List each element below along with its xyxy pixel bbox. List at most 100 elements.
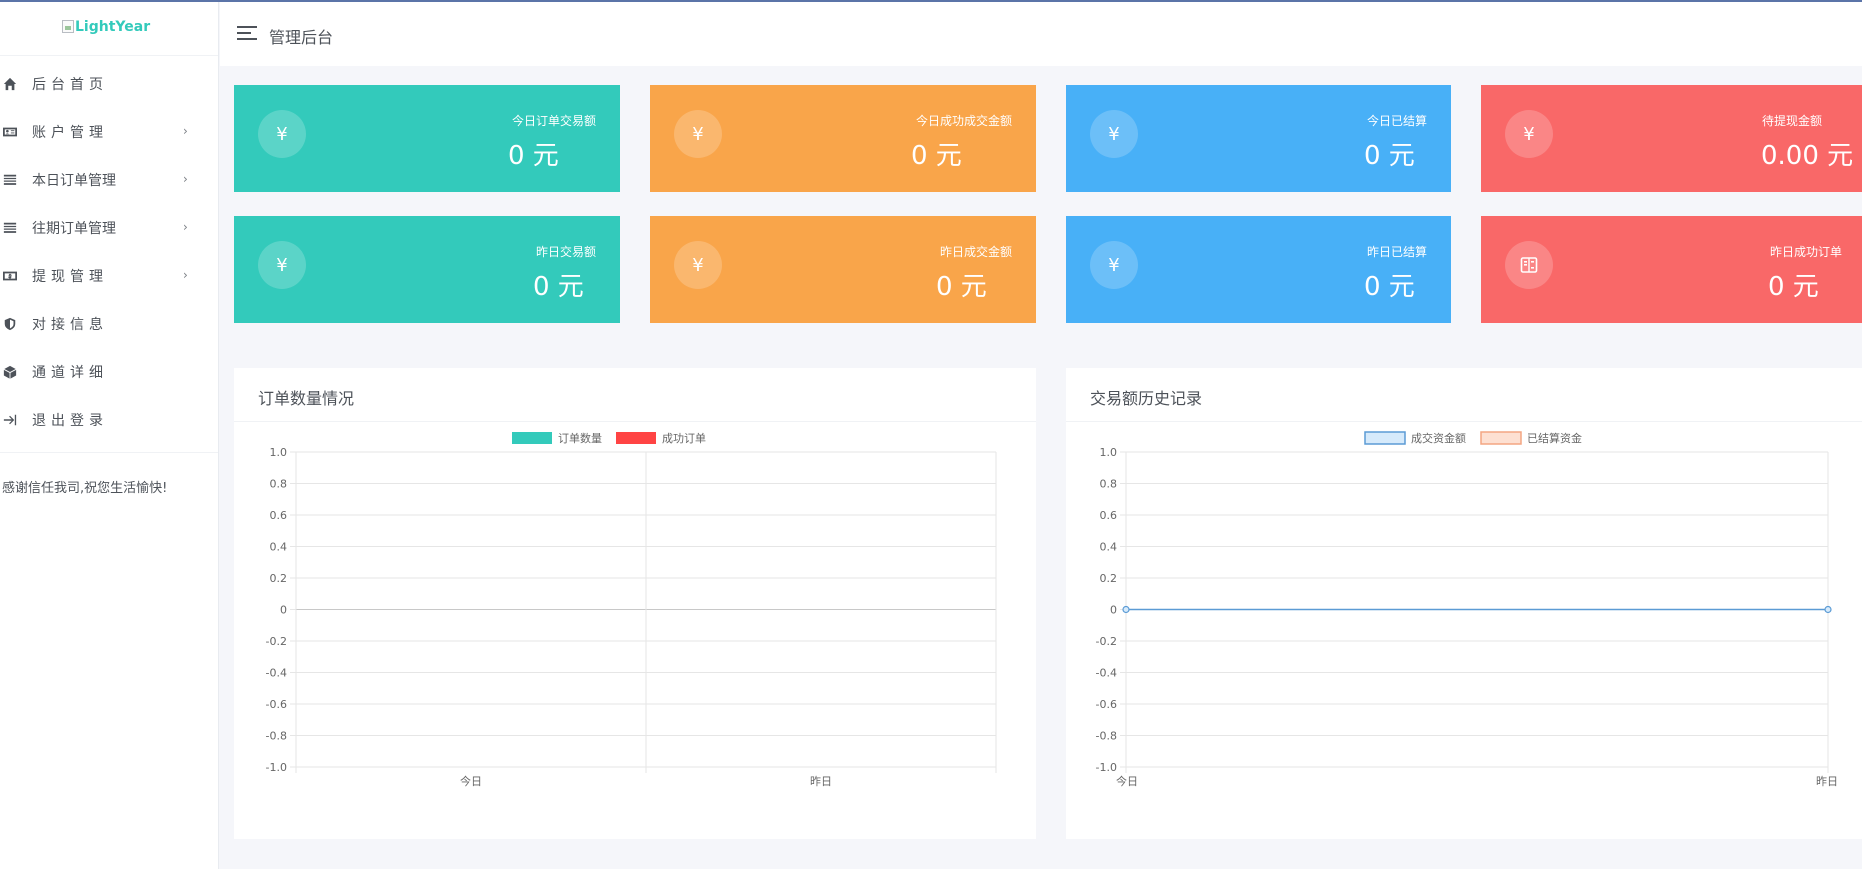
cash-icon (2, 268, 18, 284)
sidebar-nav: 后台首页 账户管理 › 本日订单管理 › 往期订单管理 › 提现管理 › 对接信… (0, 56, 218, 444)
sidebar-item-today-orders[interactable]: 本日订单管理 › (0, 156, 218, 204)
y-tick-label: 0.2 (1100, 572, 1118, 585)
stat-card-label: 今日已结算 (1366, 114, 1427, 128)
y-tick-label: -0.8 (1096, 730, 1117, 743)
y-tick-label: 0.2 (270, 572, 288, 585)
legend-swatch (616, 432, 656, 444)
stat-card-value: 0 元 (533, 272, 584, 302)
data-point (1122, 605, 1130, 614)
y-tick-label: 0 (280, 604, 287, 617)
sidebar-item-account[interactable]: 账户管理 › (0, 108, 218, 156)
sidebar-item-channel-details[interactable]: 通道详细 (0, 348, 218, 396)
yen-icon: ¥ (674, 110, 722, 158)
stat-card-label: 昨日成功订单 (1769, 245, 1842, 259)
stat-card-value: 0 元 (936, 272, 987, 302)
shield-icon (2, 316, 18, 332)
sidebar-item-label: 往期订单管理 (32, 221, 116, 237)
stat-card-pending-withdraw: ¥ 待提现金额 0.00 元 (1481, 85, 1862, 192)
stat-card-value: 0 元 (1364, 141, 1415, 171)
stat-card-value: 0 元 (911, 141, 962, 171)
sidebar-item-label: 退出登录 (32, 413, 108, 429)
sidebar-item-past-orders[interactable]: 往期订单管理 › (0, 204, 218, 252)
sidebar-item-label: 账户管理 (32, 125, 108, 141)
yen-icon: ¥ (1090, 110, 1138, 158)
y-tick-label: 0.4 (1100, 541, 1118, 554)
chevron-right-icon: › (183, 172, 188, 186)
x-tick-label: 昨日 (810, 775, 832, 788)
order-count-panel: 订单数量情况 1.0 0.8 0.6 0.4 0.2 0 -0.2 -0.4 -0.6 -0.8 -… (234, 368, 1036, 839)
list-icon (2, 220, 18, 236)
panel-title: 订单数量情况 (234, 368, 1036, 422)
receipt-icon (1505, 241, 1553, 289)
y-tick-label: -0.2 (1096, 635, 1117, 648)
logout-icon (2, 412, 18, 428)
sidebar-item-integration-info[interactable]: 对接信息 (0, 300, 218, 348)
y-tick-label: -0.4 (1096, 667, 1117, 680)
chevron-right-icon: › (183, 268, 188, 282)
sidebar-item-withdraw[interactable]: 提现管理 › (0, 252, 218, 300)
yen-icon: ¥ (258, 110, 306, 158)
legend-swatch (512, 432, 552, 444)
sidebar-item-logout[interactable]: 退出登录 (0, 396, 218, 444)
transaction-history-chart: 1.0 0.8 0.6 0.4 0.2 0 -0.2 -0.4 -0.6 -0.8 -1.0今日 昨日… (1096, 431, 1838, 788)
stat-card-today-order-amount: ¥ 今日订单交易额 0 元 (234, 85, 620, 192)
cube-icon (2, 364, 18, 380)
x-tick-label: 今日 (460, 774, 482, 788)
y-tick-label: 0.8 (1100, 478, 1118, 491)
stat-card-yesterday-settled: ¥ 昨日已结算 0 元 (1066, 216, 1451, 323)
broken-image-icon (62, 20, 74, 33)
stat-card-value: 0 元 (508, 141, 559, 171)
stat-card-label: 今日成功成交金额 (915, 114, 1012, 128)
hamburger-icon[interactable] (237, 26, 257, 40)
logo[interactable]: LightYear (0, 2, 218, 56)
stat-card-label: 昨日成交金额 (939, 245, 1012, 259)
top-header: 管理后台 (220, 2, 1862, 66)
sidebar-item-dashboard[interactable]: 后台首页 (0, 60, 218, 108)
y-tick-label: 1.0 (1100, 446, 1118, 459)
y-tick-label: 0.4 (270, 541, 288, 554)
stat-card-yesterday-amount: ¥ 昨日交易额 0 元 (234, 216, 620, 323)
y-tick-label: 0 (1110, 604, 1117, 617)
top-accent-line (0, 0, 1862, 2)
y-tick-label: 1.0 (270, 446, 288, 459)
chevron-right-icon: › (183, 124, 188, 138)
legend-swatch (1364, 431, 1406, 445)
y-tick-label: 0.6 (1100, 509, 1118, 522)
sidebar-item-label: 通道详细 (32, 365, 108, 381)
stat-card-yesterday-success-amount: ¥ 昨日成交金额 0 元 (650, 216, 1036, 323)
stat-card-value: 0 元 (1768, 272, 1819, 302)
stat-card-today-settled: ¥ 今日已结算 0 元 (1066, 85, 1451, 192)
y-tick-label: -1.0 (266, 761, 287, 774)
stat-card-label: 昨日已结算 (1366, 245, 1427, 259)
stat-card-today-success-amount: ¥ 今日成功成交金额 0 元 (650, 85, 1036, 192)
stat-card-value: 0 元 (1364, 272, 1415, 302)
list-icon (2, 172, 18, 188)
transaction-history-panel: 交易额历史记录 1.0 0.8 0.6 0.4 0.2 0 -0.2 -0.4 -0.6 -0.8… (1066, 368, 1862, 839)
data-point (1824, 605, 1832, 614)
sidebar-divider (0, 452, 218, 453)
id-card-icon (2, 124, 18, 140)
sidebar-item-label: 本日订单管理 (32, 173, 116, 189)
y-tick-label: -0.4 (266, 667, 287, 680)
sidebar-item-label: 提现管理 (32, 269, 108, 285)
sidebar: LightYear 后台首页 账户管理 › 本日订单管理 › 往期订单管理 › … (0, 2, 219, 869)
logo-text: LightYear (75, 19, 151, 35)
legend-label: 成交资金额 (1411, 431, 1466, 445)
yen-icon: ¥ (1505, 110, 1553, 158)
x-tick-label: 昨日 (1816, 775, 1838, 788)
y-tick-label: 0.8 (270, 478, 288, 491)
y-tick-label: -0.6 (1096, 698, 1117, 711)
thanks-message: 感谢信任我司,祝您生活愉快! (2, 481, 168, 496)
page-title: 管理后台 (269, 28, 334, 47)
chevron-right-icon: › (183, 220, 188, 234)
stat-card-label: 今日订单交易额 (511, 114, 596, 128)
yen-icon: ¥ (674, 241, 722, 289)
yen-icon: ¥ (1090, 241, 1138, 289)
sidebar-item-label: 对接信息 (32, 317, 108, 333)
legend-label: 订单数量 (558, 432, 602, 445)
legend-swatch (1480, 431, 1522, 445)
stat-card-yesterday-success-orders: 昨日成功订单 0 元 (1481, 216, 1862, 323)
yen-icon: ¥ (258, 241, 306, 289)
legend-label: 成功订单 (662, 432, 706, 445)
y-tick-label: -0.2 (266, 635, 287, 648)
